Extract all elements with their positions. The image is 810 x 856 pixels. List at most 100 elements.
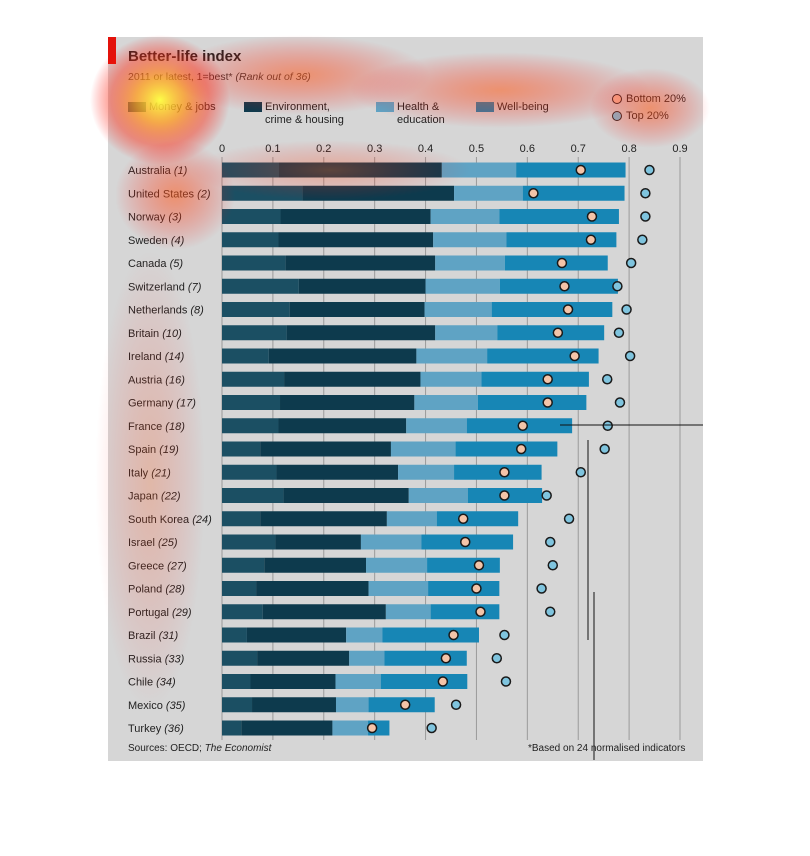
- category-label: Netherlands (8): [128, 305, 204, 317]
- category-label: Canada (5): [128, 258, 183, 270]
- bar-segment: [335, 674, 381, 689]
- bar-segment: [522, 185, 625, 201]
- bar-segment: [285, 255, 436, 271]
- category-label: Portugal (29): [128, 607, 192, 619]
- bar-segment: [264, 557, 367, 573]
- category-label: Norway (3): [128, 212, 182, 224]
- bar-segment: [262, 604, 386, 620]
- category-label: Israel (25): [128, 537, 178, 549]
- bottom-20-marker: [457, 513, 469, 524]
- bar-segment: [408, 488, 468, 503]
- category-label: South Korea (24): [128, 514, 212, 526]
- x-tick-label: 0.6: [520, 143, 535, 155]
- bar-segment: [335, 697, 369, 713]
- bar-segment: [268, 348, 417, 364]
- bar-segment: [286, 325, 436, 341]
- bar-segment: [455, 441, 558, 457]
- category-label: Japan (22): [128, 491, 181, 503]
- category-label: Russia (33): [128, 653, 185, 665]
- top-20-marker: [625, 257, 637, 269]
- top-20-marker: [450, 699, 462, 710]
- bar-segment: [222, 650, 258, 666]
- bar-segment: [241, 720, 333, 736]
- category-label: Sweden (4): [128, 235, 185, 247]
- bar-segment: [454, 464, 542, 480]
- bar-segment: [257, 650, 350, 666]
- bar-segment: [260, 511, 387, 527]
- bar-segment: [222, 325, 287, 341]
- bar-segment: [298, 278, 426, 294]
- bar-segment: [424, 302, 492, 317]
- bar-segment: [222, 209, 281, 224]
- top-20-marker: [499, 629, 510, 641]
- bar-segment: [386, 511, 437, 527]
- bar-segment: [425, 278, 500, 294]
- category-label: Britain (10): [128, 328, 182, 340]
- bar-segment: [222, 581, 257, 596]
- bar-segment: [382, 627, 479, 643]
- top-20-marker: [637, 234, 648, 245]
- bar-segment: [516, 162, 626, 178]
- bar-segment: [222, 627, 247, 643]
- bar-segment: [430, 209, 500, 224]
- top-20-marker: [621, 304, 632, 315]
- top-20-marker: [640, 188, 651, 199]
- bar-segment: [420, 371, 482, 387]
- bar-segment: [222, 674, 251, 689]
- bar-segment: [280, 395, 415, 410]
- bar-segment: [481, 371, 589, 387]
- bar-segment: [222, 255, 286, 271]
- bottom-20-marker: [499, 490, 510, 501]
- bar-segment: [416, 348, 488, 364]
- bar-segment: [222, 185, 303, 201]
- bottom-20-marker: [517, 420, 529, 431]
- bar-segment: [454, 185, 523, 201]
- top-20-marker: [544, 536, 556, 548]
- bar-segment: [222, 371, 285, 387]
- bar-segment: [284, 371, 421, 387]
- bar-segment: [222, 511, 261, 527]
- bar-segment: [441, 162, 517, 178]
- bar-segment: [436, 511, 519, 527]
- bottom-20-marker: [585, 234, 597, 245]
- top-20-marker: [640, 211, 651, 222]
- x-tick-label: 0.1: [265, 143, 280, 155]
- top-20-marker: [644, 164, 655, 176]
- bar-segment: [349, 650, 385, 666]
- category-label: Brazil (31): [128, 630, 178, 642]
- top-20-marker: [563, 513, 575, 524]
- bar-segment: [428, 581, 500, 596]
- bar-segment: [497, 325, 605, 341]
- bottom-20-marker: [552, 327, 564, 338]
- bar-segment: [302, 185, 455, 201]
- bar-segment: [368, 581, 429, 596]
- top-20-marker: [575, 467, 587, 478]
- bottom-20-marker: [399, 699, 411, 710]
- category-label: United States (2): [128, 188, 211, 200]
- bar-segment: [332, 720, 369, 736]
- bar-segment: [250, 674, 336, 689]
- bar-segment: [390, 441, 456, 457]
- x-tick-label: 0.8: [621, 143, 636, 155]
- bottom-20-marker: [515, 443, 527, 455]
- category-label: Chile (34): [128, 677, 176, 689]
- bar-segment: [256, 581, 369, 596]
- bottom-20-marker: [437, 676, 449, 687]
- x-tick-label: 0.5: [469, 143, 484, 155]
- bar-segment: [222, 395, 281, 410]
- x-tick-label: 0.7: [571, 143, 586, 155]
- x-tick-label: 0.2: [316, 143, 331, 155]
- category-label: Turkey (36): [128, 723, 184, 735]
- bar-segment: [222, 464, 277, 480]
- bar-segment: [222, 302, 290, 317]
- bottom-20-marker: [542, 374, 553, 385]
- bottom-20-marker: [499, 467, 510, 478]
- bottom-20-marker: [366, 722, 378, 734]
- bar-segment: [427, 557, 500, 573]
- bar-segment: [222, 697, 253, 713]
- top-20-marker: [500, 676, 512, 687]
- bar-segment: [398, 464, 455, 480]
- top-20-marker: [541, 490, 552, 501]
- bar-segment: [435, 325, 498, 341]
